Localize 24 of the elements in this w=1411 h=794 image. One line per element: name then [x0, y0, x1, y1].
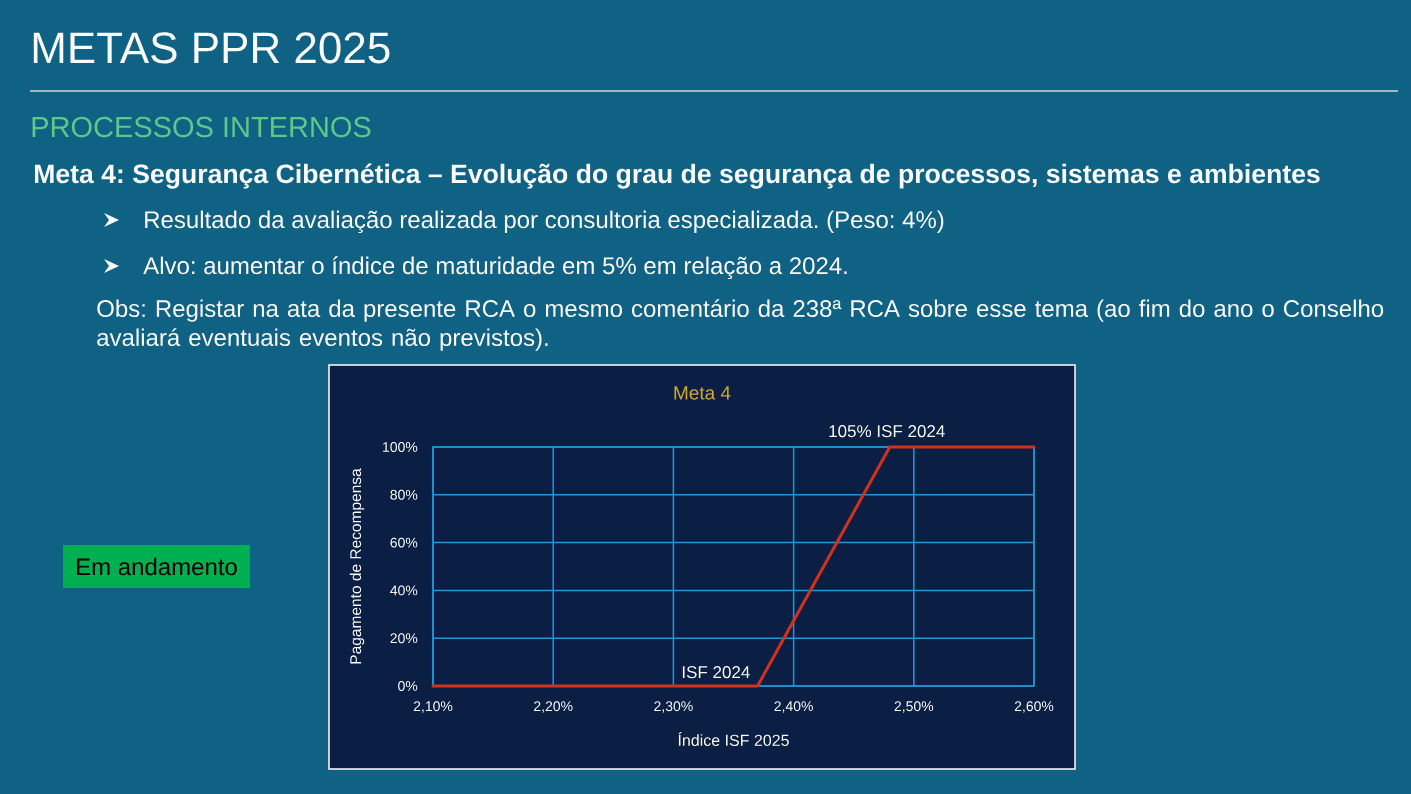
annotation: ISF 2024: [682, 666, 750, 679]
x-tick-label: 2,20%: [534, 701, 573, 713]
y-tick-label: 20%: [390, 633, 418, 644]
x-tick-label: 2,40%: [774, 701, 813, 713]
x-tick-label: 2,50%: [894, 701, 934, 713]
annotation: 105% ISF 2024: [829, 425, 945, 438]
x-tick-label: 2,10%: [413, 701, 453, 713]
x-axis-title: Índice ISF 2025: [678, 731, 789, 747]
y-tick-label: 60%: [390, 537, 418, 548]
chart-title: Meta 4: [674, 386, 731, 400]
text: Em andamento: [77, 557, 237, 576]
y-axis-title: Pagamento de Recompensa: [349, 468, 365, 664]
text: PROCESSOS INTERNOS: [32, 116, 371, 138]
y-tick-label: 80%: [390, 489, 418, 500]
text: Resultado da avaliação realizada por consultoria especializada. (Peso: 4%): [145, 210, 944, 234]
y-tick-label: 40%: [390, 585, 418, 596]
x-tick-label: 2,30%: [654, 701, 693, 713]
text: Alvo: aumentar o índice de maturidade em 5% em relação a 2024.: [143, 256, 847, 280]
x-tick-label: 2,60%: [1014, 701, 1054, 713]
text: METAS PPR 2025: [33, 32, 390, 64]
text: Obs: Registar na ata da presente RCA o mesmo comentário da 238ª RCA sobre esse tema (ao fim do ano o Conselho avaliará eventuais eventos não previstos).: [97, 299, 1384, 351]
y-tick-label: 100%: [383, 442, 418, 452]
text: Meta 4: Segurança Cibernética – Evolução do grau de segurança de processos, sistemas e ambientes: [34, 163, 1320, 189]
y-tick-label: 0%: [398, 681, 418, 691]
